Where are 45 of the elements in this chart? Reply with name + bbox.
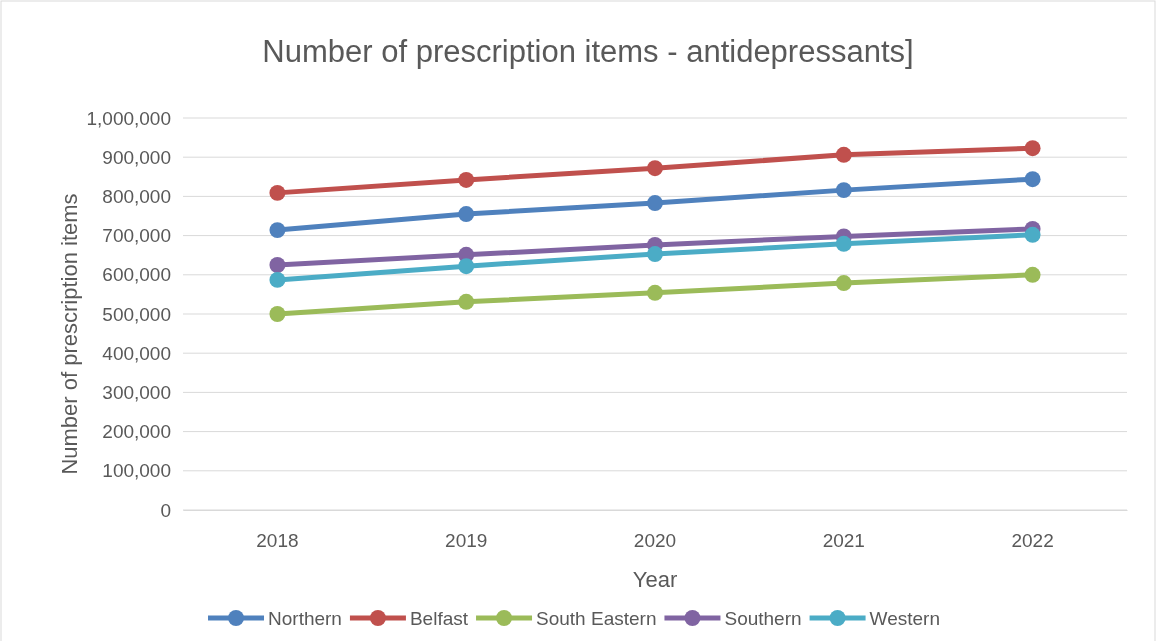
point [647, 246, 663, 262]
y-tick-label: 300,000 [102, 381, 171, 403]
y-tick-label: 400,000 [102, 342, 171, 364]
y-tick-label: 600,000 [102, 264, 171, 286]
x-tick-label: 2020 [633, 530, 677, 552]
point [269, 222, 286, 239]
point [458, 258, 475, 275]
y-tick-label: 0 [160, 499, 171, 521]
point [647, 195, 663, 212]
point [1024, 226, 1041, 243]
legend-label: Western [869, 608, 940, 629]
y-axis-title: Number of prescription items [57, 193, 82, 475]
point [269, 306, 286, 322]
chart-title: Number of prescription items - antidepressants] [262, 34, 914, 69]
legend-label: Southern [724, 608, 802, 629]
point [835, 275, 852, 291]
point [647, 160, 663, 177]
point [269, 184, 286, 201]
point [1024, 171, 1041, 188]
legend-label: South Eastern [536, 608, 657, 629]
x-tick-label: 2021 [822, 530, 865, 552]
point [835, 235, 852, 252]
point [1024, 266, 1041, 283]
point [1024, 140, 1041, 157]
point [269, 257, 286, 273]
point [458, 206, 475, 222]
y-tick-label: 700,000 [102, 225, 171, 247]
y-tick-label: 500,000 [102, 303, 171, 325]
y-tick-label: 100,000 [102, 460, 171, 482]
x-tick-label: 2019 [445, 530, 488, 552]
point [458, 293, 475, 310]
y-tick-label: 200,000 [102, 421, 171, 443]
x-tick-label: 2018 [256, 530, 299, 552]
y-tick-label: 900,000 [102, 146, 171, 168]
point [647, 284, 663, 301]
y-tick-label: 1,000,000 [86, 107, 171, 129]
point [458, 171, 475, 188]
y-tick-label: 800,000 [102, 185, 171, 207]
x-tick-label: 2022 [1011, 530, 1054, 552]
legend-label: Northern [268, 608, 342, 629]
point [269, 271, 286, 288]
x-axis-title: Year [632, 567, 678, 592]
point [835, 146, 852, 163]
point [835, 182, 852, 199]
legend-label: Belfast [409, 608, 469, 629]
